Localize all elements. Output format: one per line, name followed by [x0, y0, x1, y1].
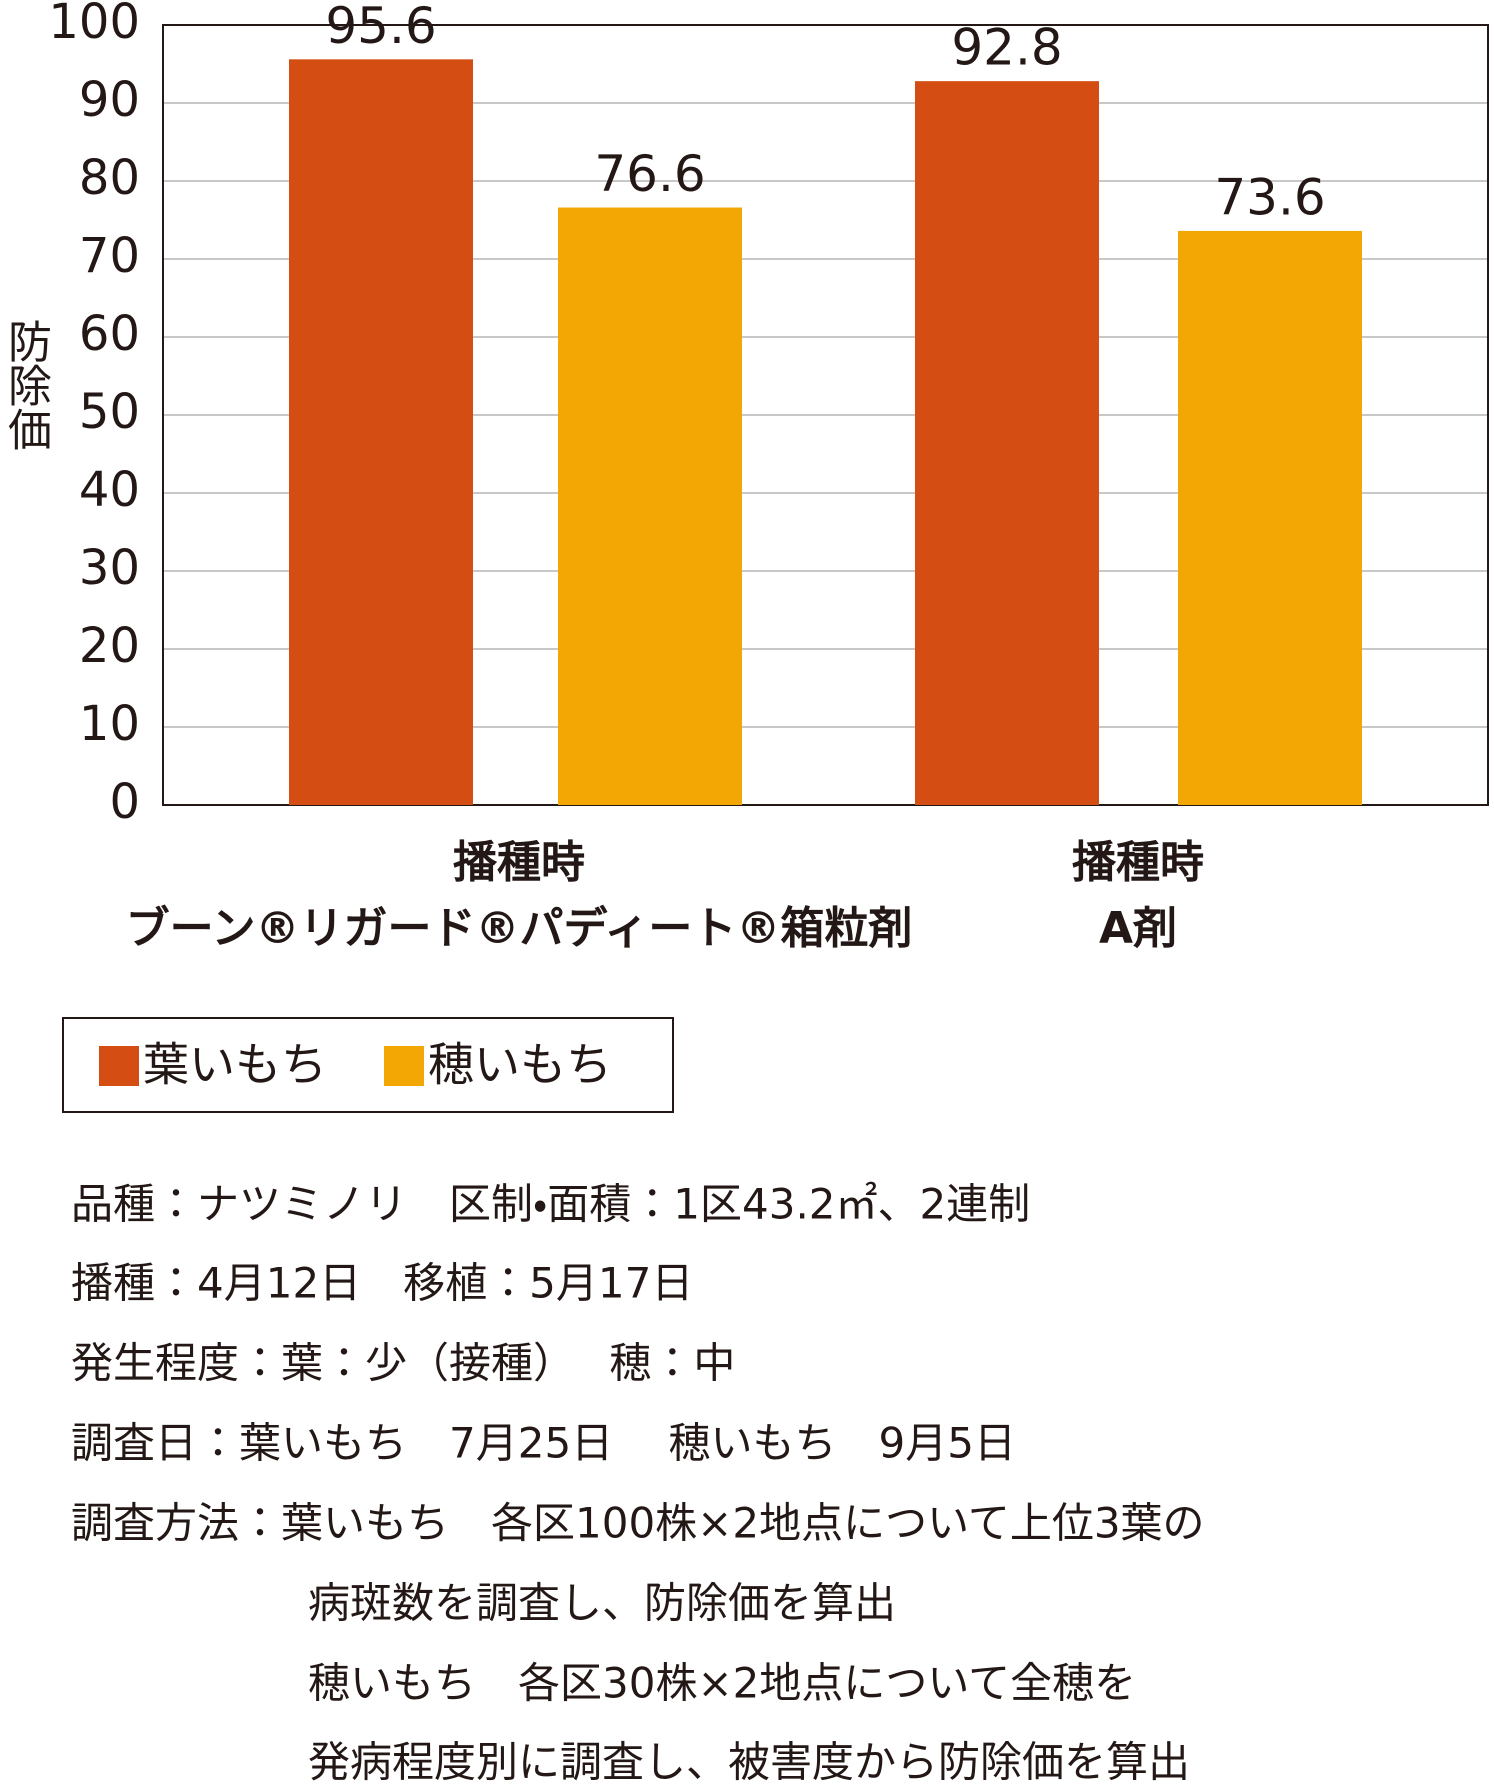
- y-tick-label: 30: [79, 540, 140, 596]
- legend-label: 穂いもち: [428, 1038, 612, 1092]
- note-line: 穂いもち 各区30株×2地点について全穂を: [308, 1659, 1136, 1708]
- y-tick-label: 80: [79, 150, 140, 206]
- y-tick-label: 20: [79, 618, 140, 674]
- value-label: 73.6: [1214, 168, 1325, 226]
- y-tick-label: 10: [79, 696, 140, 752]
- note-line: 品種：ナツミノリ 区制・面積：1区43.2㎡、2連制: [71, 1180, 1030, 1229]
- y-tick-label: 70: [79, 228, 140, 284]
- y-tick-label: 50: [79, 384, 140, 440]
- y-tick-label: 40: [79, 462, 140, 518]
- bar: [289, 59, 473, 805]
- x-tick-label: 播種時: [453, 837, 585, 888]
- note-line: 播種：4月12日 移植：5月17日: [71, 1259, 693, 1308]
- legend-swatch: [384, 1046, 424, 1086]
- note-line: 発病程度別に調査し、被害度から防除価を算出: [308, 1738, 1190, 1787]
- y-tick-label: 100: [48, 0, 140, 50]
- note-line: 調査日：葉いもち 7月25日 穂いもち 9月5日: [71, 1419, 1016, 1468]
- x-tick-label: 播種時: [1072, 837, 1204, 888]
- legend-box: [62, 1017, 674, 1113]
- y-tick-label: 90: [79, 72, 140, 128]
- note-line: 調査方法：葉いもち 各区100株×2地点について上位3葉の: [71, 1499, 1205, 1548]
- bar: [915, 81, 1099, 805]
- bar: [558, 207, 742, 805]
- note-line: 病斑数を調査し、防除価を算出: [308, 1579, 896, 1628]
- plot-frame: [162, 24, 1489, 806]
- x-tick-label: A剤: [1099, 903, 1177, 954]
- bar: [1178, 230, 1362, 806]
- legend-swatch: [99, 1046, 139, 1086]
- y-tick-label: 0: [109, 774, 140, 830]
- y-tick-label: 60: [79, 306, 140, 362]
- y-axis-label: 防除価: [0, 319, 52, 451]
- note-line: 発生程度：葉：少（接種） 穂：中: [71, 1339, 735, 1388]
- legend-label: 葉いもち: [143, 1038, 327, 1092]
- value-label: 76.6: [594, 145, 705, 203]
- value-label: 95.6: [325, 0, 436, 55]
- x-tick-label: ブーン®リガード®パディート®箱粒剤: [126, 903, 913, 954]
- value-label: 92.8: [951, 19, 1062, 77]
